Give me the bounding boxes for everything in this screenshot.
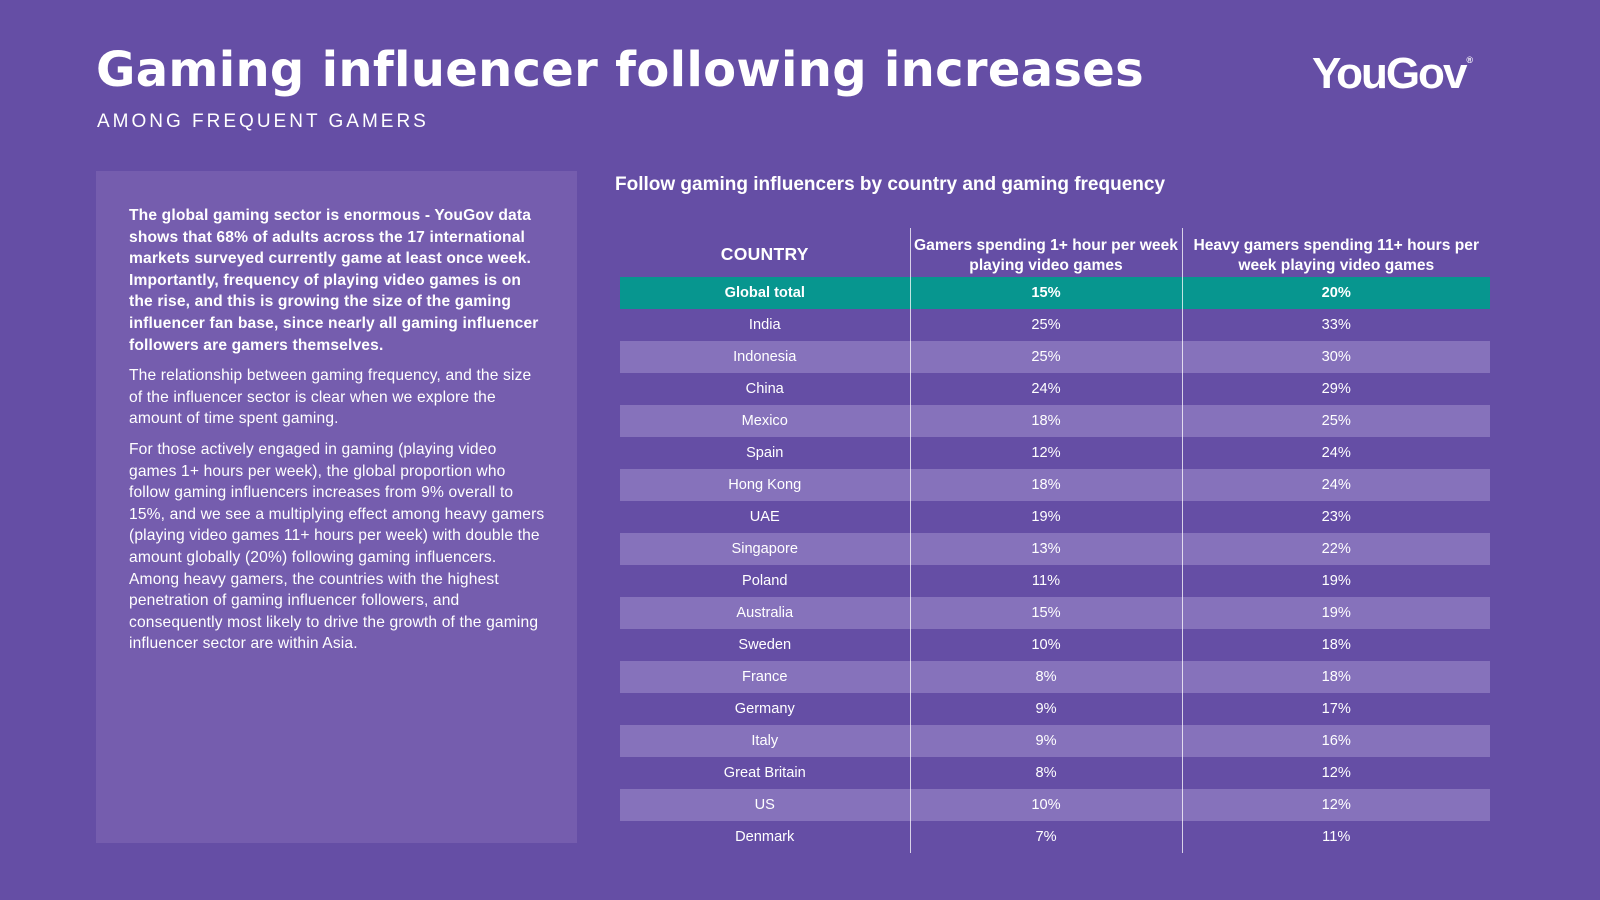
yougov-logo: YouGov® — [1312, 49, 1474, 98]
country-cell: Mexico — [620, 405, 910, 437]
eleven-hours-value-cell: 20% — [1181, 277, 1490, 309]
country-cell: Sweden — [738, 637, 792, 653]
intro-paragraph: The global gaming sector is enormous - Y… — [129, 207, 539, 354]
country-cell: Poland — [742, 573, 788, 589]
eleven-hours-value-cell: 29% — [1181, 373, 1490, 405]
table-row: Denmark 7% 11% — [620, 821, 1490, 853]
one-hour-value-cell: 18% — [909, 469, 1182, 501]
table-row: Poland 11% 19% — [620, 565, 1490, 597]
registered-mark: ® — [1466, 55, 1474, 65]
country-cell: Italy — [620, 725, 910, 757]
country-cell: UAE — [749, 509, 780, 525]
table-row: UAE 19% 23% — [620, 501, 1490, 533]
page-subtitle: AMONG FREQUENT GAMERS — [97, 111, 429, 132]
country-cell: Germany — [734, 701, 795, 717]
eleven-hours-value-cell: 22% — [1181, 533, 1490, 565]
table-row: Mexico 18% 25% — [620, 405, 1490, 437]
one-hour-value-cell: 15% — [909, 277, 1182, 309]
eleven-hours-value-cell: 19% — [1181, 597, 1490, 629]
eleven-hours-value-cell: 12% — [1181, 757, 1490, 789]
one-hour-value-cell: 12% — [909, 437, 1182, 469]
country-cell: Great Britain — [723, 765, 806, 781]
country-cell: Denmark — [735, 829, 795, 845]
table-header-row: COUNTRY Gamers spending 1+ hour per week… — [620, 228, 1490, 277]
table-row: Singapore 13% 22% — [620, 533, 1490, 565]
country-cell: Singapore — [620, 533, 910, 565]
one-hour-value-cell: 13% — [909, 533, 1182, 565]
table-row: France 8% 18% — [620, 661, 1490, 693]
country-cell: US — [620, 789, 910, 821]
one-hour-value-cell: 9% — [909, 725, 1182, 757]
table-row: China 24% 29% — [620, 373, 1490, 405]
eleven-hours-value-cell: 12% — [1181, 789, 1490, 821]
text-panel: The global gaming sector is enormous - Y… — [96, 171, 577, 843]
country-cell: Hong Kong — [620, 469, 910, 501]
table-row: Italy 9% 16% — [620, 725, 1490, 757]
one-hour-value-cell: 18% — [909, 405, 1182, 437]
column-header-11plus-hours: Heavy gamers spending 11+ hours per week… — [1181, 228, 1490, 277]
country-cell: Australia — [620, 597, 910, 629]
eleven-hours-value-cell: 17% — [1181, 693, 1490, 725]
eleven-hours-value-cell: 16% — [1181, 725, 1490, 757]
one-hour-value-cell: 15% — [909, 597, 1182, 629]
one-hour-value-cell: 8% — [909, 661, 1182, 693]
country-cell: Spain — [746, 445, 784, 461]
table-row: Hong Kong 18% 24% — [620, 469, 1490, 501]
one-hour-value-cell: 11% — [909, 565, 1182, 597]
one-hour-value-cell: 25% — [909, 341, 1182, 373]
eleven-hours-value-cell: 25% — [1181, 405, 1490, 437]
eleven-hours-value-cell: 11% — [1181, 821, 1490, 853]
logo-text: YouGov — [1312, 49, 1467, 98]
column-header-country: COUNTRY — [720, 243, 809, 264]
country-cell: Global total — [620, 277, 910, 309]
eleven-hours-value-cell: 18% — [1181, 661, 1490, 693]
one-hour-value-cell: 25% — [909, 309, 1182, 341]
table-row: Indonesia 25% 30% — [620, 341, 1490, 373]
table-row: Spain 12% 24% — [620, 437, 1490, 469]
one-hour-value-cell: 10% — [909, 789, 1182, 821]
table-row: US 10% 12% — [620, 789, 1490, 821]
one-hour-value-cell: 24% — [909, 373, 1182, 405]
eleven-hours-value-cell: 30% — [1181, 341, 1490, 373]
one-hour-value-cell: 8% — [909, 757, 1182, 789]
eleven-hours-value-cell: 24% — [1181, 469, 1490, 501]
eleven-hours-value-cell: 19% — [1181, 565, 1490, 597]
one-hour-value-cell: 9% — [909, 693, 1182, 725]
global-total-row: Global total 15% 20% — [620, 277, 1490, 309]
table-body: Global total 15% 20% India 25% 33% Indonesia 25… — [620, 277, 1490, 853]
body-paragraph: For those actively engaged in gaming (pl… — [129, 440, 545, 653]
country-cell: Indonesia — [620, 341, 910, 373]
body-paragraph: The relationship between gaming frequenc… — [129, 367, 532, 428]
page-title: Gaming influencer following increases — [96, 42, 1145, 98]
eleven-hours-value-cell: 23% — [1181, 501, 1490, 533]
table-row: India 25% 33% — [620, 309, 1490, 341]
eleven-hours-value-cell: 18% — [1181, 629, 1490, 661]
data-table: COUNTRY Gamers spending 1+ hour per week… — [620, 228, 1490, 853]
one-hour-value-cell: 10% — [909, 629, 1182, 661]
one-hour-value-cell: 19% — [909, 501, 1182, 533]
country-cell: France — [620, 661, 910, 693]
table-row: Germany 9% 17% — [620, 693, 1490, 725]
eleven-hours-value-cell: 24% — [1181, 437, 1490, 469]
one-hour-value-cell: 7% — [909, 821, 1182, 853]
table-row: Sweden 10% 18% — [620, 629, 1490, 661]
table-title: Follow gaming influencers by country and… — [615, 174, 1166, 195]
country-cell: India — [748, 317, 781, 333]
table-row: Great Britain 8% 12% — [620, 757, 1490, 789]
column-header-1plus-hour: Gamers spending 1+ hour per week playing… — [909, 228, 1182, 277]
country-cell: China — [745, 381, 784, 397]
table-row: Australia 15% 19% — [620, 597, 1490, 629]
eleven-hours-value-cell: 33% — [1181, 309, 1490, 341]
